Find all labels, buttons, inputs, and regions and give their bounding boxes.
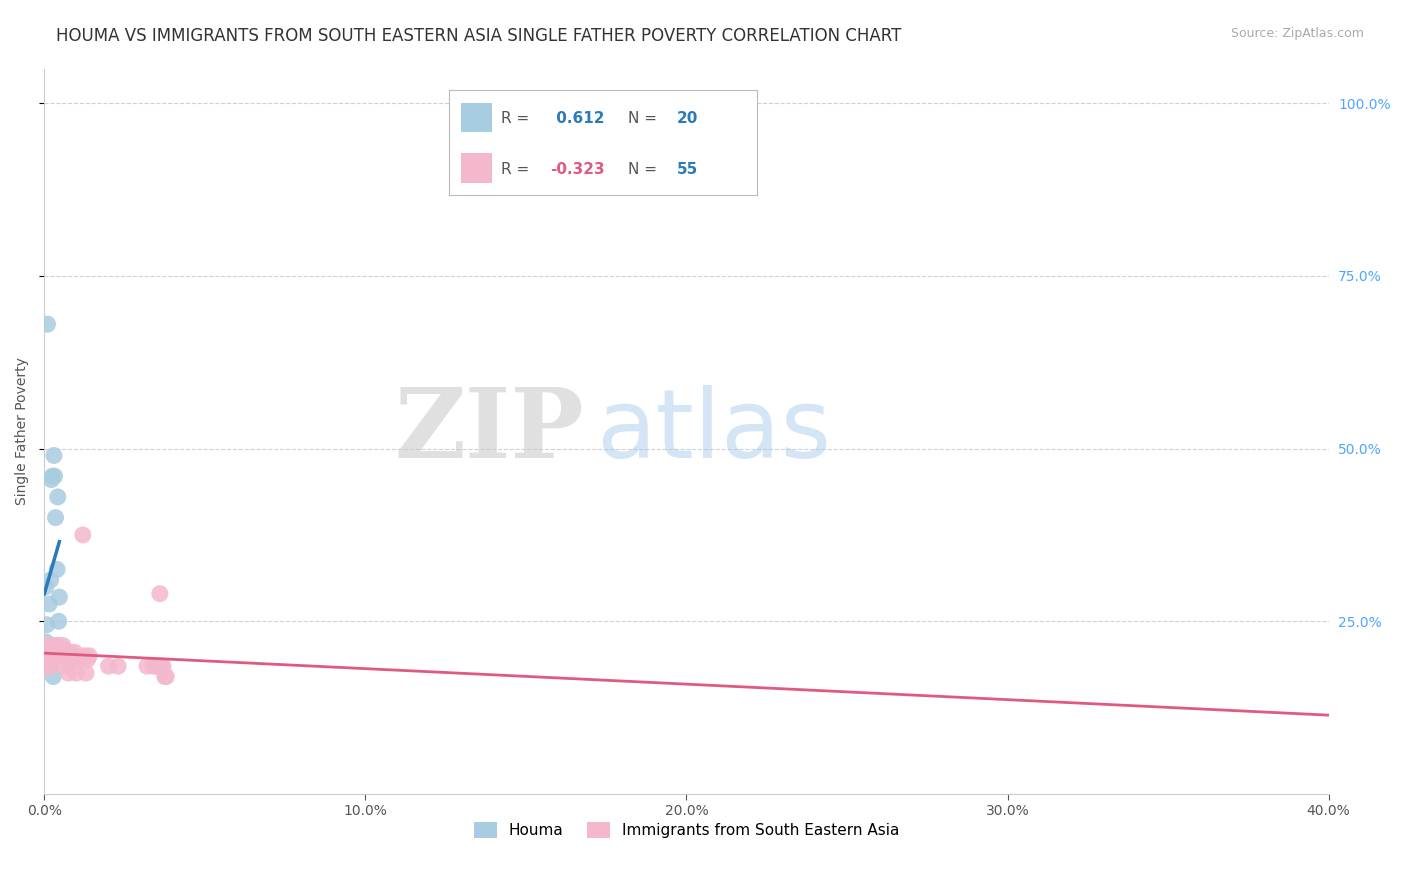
Point — [51, 641, 73, 656]
Point — [42, 669, 65, 683]
Point — [38, 597, 60, 611]
Point — [142, 659, 165, 673]
Point — [39, 659, 62, 673]
Point — [107, 659, 129, 673]
Point — [35, 639, 58, 653]
Point — [48, 645, 70, 659]
Point — [35, 617, 58, 632]
Point — [44, 639, 66, 653]
Point — [46, 639, 69, 653]
Point — [35, 639, 58, 653]
Point — [62, 648, 84, 663]
Point — [37, 648, 59, 663]
Point — [44, 645, 66, 659]
Point — [38, 639, 60, 653]
Point — [35, 635, 58, 649]
Point — [97, 659, 120, 673]
Point — [59, 645, 82, 659]
Point — [42, 652, 65, 666]
Point — [44, 510, 66, 524]
Point — [41, 641, 63, 656]
Point — [52, 639, 75, 653]
Point — [46, 562, 69, 576]
Point — [49, 645, 72, 659]
Text: atlas: atlas — [596, 384, 832, 478]
Point — [39, 652, 62, 666]
Point — [35, 659, 58, 673]
Point — [41, 469, 63, 483]
Point — [37, 652, 59, 666]
Point — [52, 641, 75, 656]
Point — [65, 652, 87, 666]
Point — [76, 652, 98, 666]
Point — [152, 659, 174, 673]
Point — [41, 659, 63, 673]
Point — [44, 469, 66, 483]
Point — [35, 580, 58, 594]
Point — [72, 528, 94, 542]
Point — [145, 659, 167, 673]
Point — [45, 639, 67, 653]
Point — [60, 652, 83, 666]
Text: ZIP: ZIP — [394, 384, 583, 478]
Point — [136, 659, 159, 673]
Text: HOUMA VS IMMIGRANTS FROM SOUTH EASTERN ASIA SINGLE FATHER POVERTY CORRELATION CH: HOUMA VS IMMIGRANTS FROM SOUTH EASTERN A… — [56, 27, 901, 45]
Point — [42, 449, 65, 463]
Point — [65, 666, 87, 681]
Text: Source: ZipAtlas.com: Source: ZipAtlas.com — [1230, 27, 1364, 40]
Point — [55, 652, 77, 666]
Point — [37, 659, 59, 673]
Point — [42, 648, 65, 663]
Point — [149, 587, 172, 601]
Point — [38, 656, 60, 670]
Point — [38, 652, 60, 666]
Point — [53, 645, 76, 659]
Point — [41, 648, 63, 663]
Point — [37, 317, 59, 331]
Point — [48, 648, 70, 663]
Point — [73, 648, 96, 663]
Point — [153, 669, 176, 683]
Point — [155, 669, 177, 683]
Y-axis label: Single Father Poverty: Single Father Poverty — [15, 358, 30, 505]
Point — [77, 648, 100, 663]
Point — [42, 639, 65, 653]
Point — [48, 590, 70, 604]
Point — [55, 648, 77, 663]
Point — [69, 652, 91, 666]
Point — [38, 645, 60, 659]
Point — [46, 639, 69, 653]
Point — [75, 666, 97, 681]
Point — [46, 490, 69, 504]
Point — [150, 659, 173, 673]
Legend: Houma, Immigrants from South Eastern Asia: Houma, Immigrants from South Eastern Asi… — [468, 816, 905, 845]
Point — [41, 473, 63, 487]
Point — [39, 573, 62, 587]
Point — [55, 659, 77, 673]
Point — [39, 659, 62, 673]
Point — [58, 666, 80, 681]
Point — [37, 652, 59, 666]
Point — [48, 614, 70, 628]
Point — [39, 648, 62, 663]
Point — [63, 645, 86, 659]
